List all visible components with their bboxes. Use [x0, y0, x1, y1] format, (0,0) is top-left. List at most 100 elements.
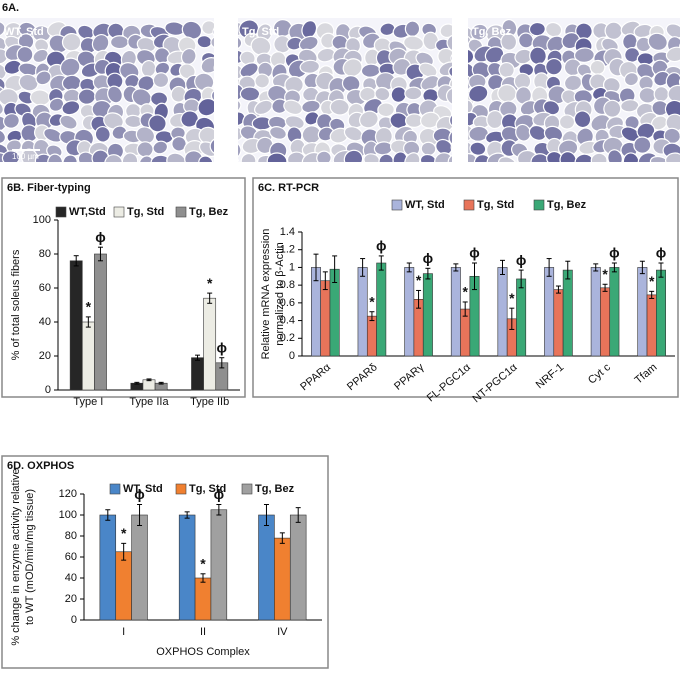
x-tick-label: Tfam — [633, 361, 660, 386]
significance-marker: ϕ — [134, 486, 145, 502]
significance-marker: * — [369, 293, 375, 309]
fiber — [392, 163, 410, 182]
bar — [600, 287, 611, 357]
fiber — [378, 153, 394, 162]
bar — [404, 267, 415, 357]
bar — [366, 315, 377, 357]
legend-swatch — [175, 206, 187, 218]
y-tick-label: 100 — [59, 509, 77, 521]
y-tick-label: 1.2 — [280, 244, 295, 256]
fiber — [104, 154, 124, 162]
bar — [357, 267, 368, 357]
bar — [553, 289, 564, 357]
fiber — [469, 141, 487, 156]
fiber — [16, 163, 36, 182]
bar — [637, 267, 648, 357]
fiber — [136, 141, 154, 158]
fiber — [77, 88, 96, 105]
fiber — [18, 73, 39, 92]
legend-swatch — [109, 483, 121, 495]
x-tick-label: Type I — [73, 396, 103, 408]
fiber — [379, 22, 396, 37]
fiber — [404, 152, 421, 162]
significance-marker: * — [602, 266, 608, 282]
fiber — [250, 36, 272, 56]
fiber — [448, 112, 452, 129]
fiber — [238, 35, 243, 51]
fiber — [150, 154, 172, 162]
bar — [289, 514, 307, 621]
fiber — [62, 154, 78, 162]
bar — [81, 321, 95, 391]
y-tick-label: 0 — [45, 384, 51, 396]
y-tick-label: 20 — [65, 593, 77, 605]
fiber — [450, 138, 452, 157]
fiber — [254, 73, 270, 89]
fiber — [590, 152, 608, 162]
micrographs — [0, 18, 680, 186]
fiber — [530, 153, 550, 162]
fiber — [450, 51, 452, 67]
fiber — [214, 112, 231, 127]
fiber — [0, 99, 4, 116]
fiber — [341, 163, 364, 184]
y-tick-label: 0.6 — [280, 297, 295, 309]
bar — [258, 514, 275, 621]
fiber — [196, 163, 218, 186]
fiber — [498, 61, 515, 79]
fiber — [563, 58, 582, 77]
y-axis-label: % change in enzyme activity relative — [10, 468, 22, 645]
fiber — [180, 110, 199, 128]
x-tick-label: PPARα — [298, 361, 333, 393]
fiber — [213, 76, 214, 95]
image-label: Tg, Std — [242, 26, 279, 38]
fiber — [648, 168, 665, 183]
fiber — [633, 136, 652, 154]
significance-marker: ϕ — [217, 339, 228, 355]
legend-swatch — [55, 206, 67, 218]
fiber — [238, 140, 242, 160]
fiber — [419, 111, 441, 129]
fiber — [558, 114, 576, 130]
panel-box — [1, 177, 246, 398]
fiber — [448, 65, 452, 79]
y-tick-label: 60 — [65, 551, 77, 563]
fiber — [77, 151, 96, 162]
fiber — [560, 165, 584, 186]
y-tick-label: 1 — [289, 261, 295, 273]
fiber — [254, 163, 276, 184]
fiber — [47, 153, 64, 162]
fiber — [545, 57, 563, 76]
fiber — [152, 140, 169, 155]
bar — [609, 267, 620, 357]
fiber — [148, 114, 167, 133]
y-tick-label: 60 — [39, 282, 51, 294]
fiber — [109, 35, 130, 50]
bar — [210, 509, 228, 621]
significance-marker: * — [121, 525, 127, 541]
x-tick-label: Cyt c — [586, 361, 613, 387]
fiber — [484, 46, 505, 64]
fiber — [497, 156, 518, 162]
fiber — [401, 164, 423, 182]
bar — [274, 537, 291, 621]
fiber — [603, 99, 622, 118]
legend-swatch — [241, 483, 253, 495]
fiber — [448, 129, 452, 147]
y-tick-label: 40 — [39, 316, 51, 328]
fiber — [213, 51, 214, 67]
fiber — [500, 32, 518, 51]
significance-marker: ϕ — [376, 238, 387, 254]
legend-swatch — [391, 199, 403, 211]
fiber — [266, 152, 288, 162]
y-axis-label: normalized to β-Actin — [274, 242, 286, 346]
y-tick-label: 0.2 — [280, 332, 295, 344]
fiber — [342, 58, 363, 78]
bar — [376, 262, 387, 357]
legend-label: WT, Std — [123, 483, 163, 495]
fiber — [316, 150, 332, 162]
y-tick-label: 0.8 — [280, 279, 295, 291]
fiber — [559, 151, 577, 162]
legend-label: WT,Std — [69, 206, 106, 218]
